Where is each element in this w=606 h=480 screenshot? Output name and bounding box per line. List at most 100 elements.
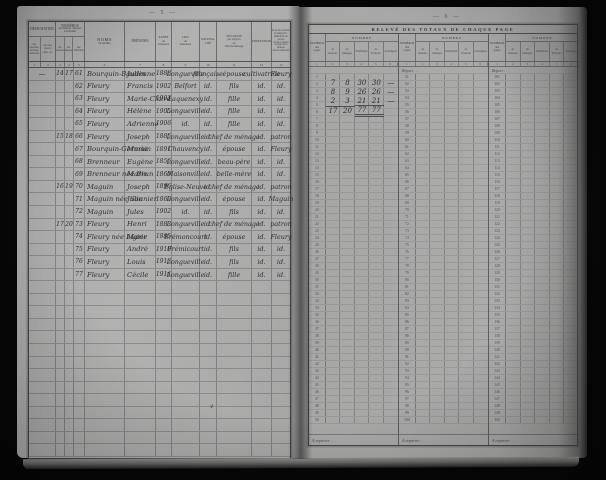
page-number-cell: 32 (309, 291, 326, 297)
totals-empty-cell (550, 116, 565, 122)
totals-empty-cell (535, 312, 550, 318)
totals-empty-cell (564, 137, 579, 143)
census-cell-nom (85, 344, 125, 356)
totals-empty-cell (474, 151, 488, 157)
right-page: — 6 — RELEVÉ DES TOTAUX DE CHAQUE PAGE N… (299, 7, 587, 458)
census-cell-i: 67 (74, 143, 85, 155)
census-cell-sit (217, 293, 252, 306)
census-cell-m (56, 356, 65, 369)
totals-empty-cell (506, 144, 521, 150)
totals-empty-cell (384, 165, 398, 171)
header-numeros-title-block: NUMÉROS par maisons, ménages et individu… (56, 22, 84, 37)
pages-numbers-header: NUMÉROS des pages (309, 34, 326, 61)
totals-row: 15 (309, 172, 398, 179)
totals-row: 18 (309, 193, 398, 200)
totals-empty-cell (550, 298, 565, 304)
totals-empty-cell (369, 228, 384, 234)
totals-empty-cell (416, 361, 431, 367)
census-cell-lieu: Longueville (166, 105, 205, 118)
census-cell-prof: id. (252, 155, 272, 168)
census-cell-sit (217, 331, 252, 344)
totals-empty-cell (521, 137, 536, 143)
totals-empty-cell (384, 109, 398, 115)
page-number-cell: 79 (399, 270, 416, 276)
totals-empty-cell (384, 235, 398, 241)
nombre-subheader: d'étrangers (384, 49, 397, 53)
totals-row: 5 (309, 102, 398, 109)
totals-empty-cell (506, 340, 521, 346)
totals-empty-cell (369, 417, 384, 423)
census-cell-sit (217, 406, 252, 419)
totals-empty-cell (535, 102, 550, 108)
totals-empty-cell (550, 389, 565, 395)
census-cell-an (156, 394, 172, 406)
page-number-cell: 53 (399, 88, 416, 94)
totals-empty-cell (416, 88, 431, 94)
column-number: 8 (156, 62, 172, 67)
totals-empty-cell (445, 368, 460, 374)
census-cell-g: 19 (65, 180, 74, 193)
totals-empty-cell (416, 389, 431, 395)
totals-empty-cell (459, 375, 474, 381)
totals-empty-cell (564, 130, 579, 136)
page-number-cell: 140 (489, 347, 506, 353)
totals-empty-cell (474, 109, 488, 115)
empty-census-row (29, 293, 290, 307)
totals-row: 10 (309, 137, 398, 144)
totals-empty-cell (384, 347, 398, 353)
census-cell-g (65, 369, 74, 381)
page-number-cell: 84 (399, 305, 416, 311)
totals-empty-cell (506, 151, 521, 157)
page-number-cell: 49 (309, 410, 326, 416)
header-num-menages: des ménages (65, 37, 74, 61)
totals-empty-cell (521, 333, 536, 339)
totals-empty-cell (521, 207, 536, 213)
census-cell-nat (200, 318, 217, 331)
totals-empty-cell (384, 417, 398, 423)
census-cell-pat: id. (276, 157, 286, 166)
totals-empty-cell (384, 354, 398, 360)
totals-empty-cell (326, 193, 341, 199)
totals-column-number: 4 (355, 62, 370, 66)
totals-empty-cell (384, 270, 398, 276)
census-cell-pre: Hélène (125, 105, 156, 118)
totals-empty-cell (416, 130, 431, 136)
census-cell-m (56, 406, 65, 419)
totals-empty-cell (355, 291, 370, 297)
totals-empty-cell (445, 179, 460, 185)
census-cell-g (65, 93, 74, 105)
census-cell-sit (217, 431, 252, 444)
census-cell-lieu (172, 444, 200, 456)
totals-row: 136 (489, 319, 579, 326)
totals-row: 20 (309, 207, 398, 214)
totals-empty-cell (416, 410, 431, 416)
census-cell-sit: chef de ménage (208, 130, 260, 143)
totals-empty-cell (326, 207, 341, 213)
census-cell-sit: épouse (217, 231, 252, 243)
census-cell-i (74, 406, 85, 419)
totals-empty-cell (535, 95, 550, 101)
totals-row: 84 (399, 305, 488, 312)
totals-empty-cell (384, 319, 398, 325)
census-cell-pre: Joseph (125, 130, 156, 143)
totals-empty-cell (521, 123, 536, 129)
totals-column-number: 4 (445, 62, 460, 66)
a-reporter-row: A reporter . . . (489, 434, 579, 445)
report-label (309, 67, 312, 73)
totals-column-number: 5 (369, 62, 384, 66)
column-number: 9 (172, 62, 200, 67)
page-number-cell: 132 (489, 291, 506, 297)
census-cell-lieu: Maisonville (166, 168, 205, 180)
totals-empty-cell (535, 193, 550, 199)
totals-empty-cell (355, 165, 370, 171)
census-cell-prof: id. (252, 105, 272, 118)
census-cell-i (74, 369, 85, 381)
totals-row: 6 (309, 109, 398, 116)
totals-empty-cell (326, 277, 341, 283)
totals-empty-cell (416, 193, 431, 199)
census-cell-sit: épouse (217, 68, 252, 80)
right-page-number: — 6 — (433, 14, 461, 20)
totals-empty-cell (506, 221, 521, 227)
totals-empty-cell (416, 200, 431, 206)
page-number-cell: 43 (309, 368, 326, 374)
